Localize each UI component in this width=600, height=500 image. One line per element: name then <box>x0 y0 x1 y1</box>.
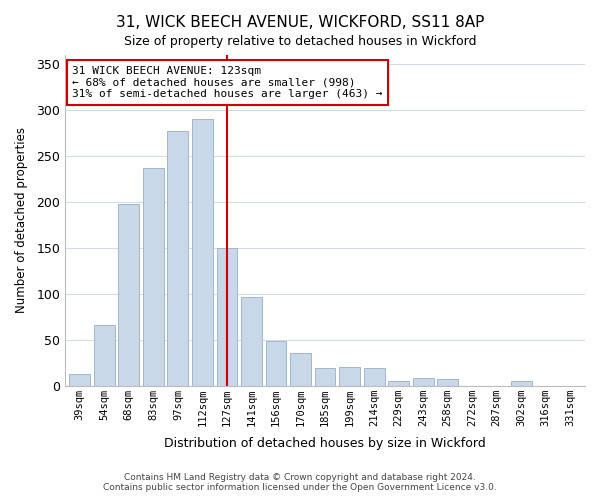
X-axis label: Distribution of detached houses by size in Wickford: Distribution of detached houses by size … <box>164 437 486 450</box>
Bar <box>217 248 238 386</box>
Text: 31 WICK BEECH AVENUE: 123sqm
← 68% of detached houses are smaller (998)
31% of s: 31 WICK BEECH AVENUE: 123sqm ← 68% of de… <box>73 66 383 99</box>
Bar <box>511 381 532 386</box>
Bar <box>314 368 335 386</box>
Text: 31, WICK BEECH AVENUE, WICKFORD, SS11 8AP: 31, WICK BEECH AVENUE, WICKFORD, SS11 8A… <box>116 15 484 30</box>
Text: Contains HM Land Registry data © Crown copyright and database right 2024.
Contai: Contains HM Land Registry data © Crown c… <box>103 473 497 492</box>
Bar <box>266 340 286 386</box>
Bar <box>290 354 311 386</box>
Bar <box>70 374 90 386</box>
Bar <box>192 120 213 386</box>
Bar <box>364 368 385 386</box>
Bar <box>437 379 458 386</box>
Bar <box>388 381 409 386</box>
Text: Size of property relative to detached houses in Wickford: Size of property relative to detached ho… <box>124 35 476 48</box>
Bar <box>94 325 115 386</box>
Y-axis label: Number of detached properties: Number of detached properties <box>15 128 28 314</box>
Bar <box>143 168 164 386</box>
Bar <box>118 204 139 386</box>
Bar <box>413 378 434 386</box>
Bar <box>167 131 188 386</box>
Bar <box>241 298 262 386</box>
Bar <box>339 367 360 386</box>
